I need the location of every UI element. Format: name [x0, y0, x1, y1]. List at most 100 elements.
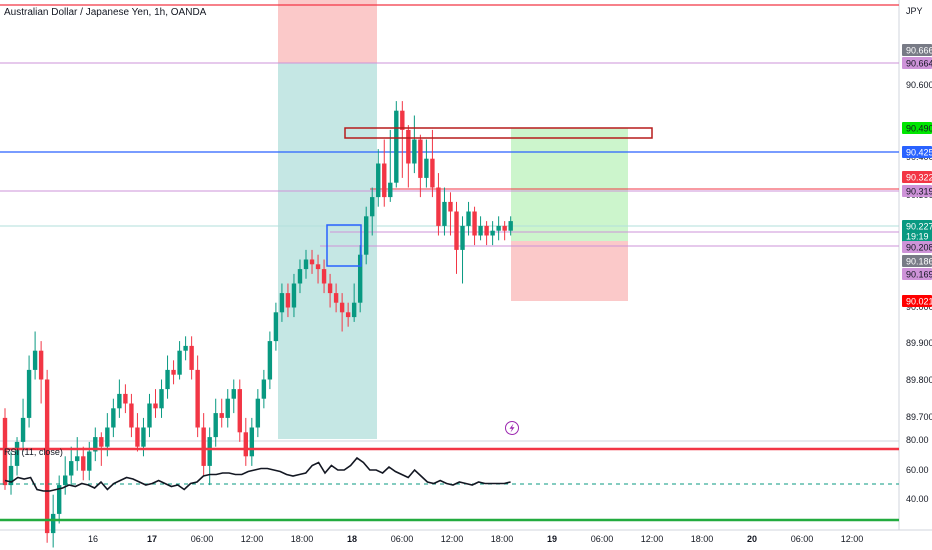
candle[interactable]	[490, 221, 495, 246]
candle[interactable]	[44, 369, 50, 543]
candle[interactable]	[273, 302, 279, 351]
candle[interactable]	[484, 221, 489, 246]
candle[interactable]	[171, 360, 176, 385]
candle[interactable]	[466, 201, 471, 236]
candle[interactable]	[14, 437, 20, 476]
candle[interactable]	[243, 417, 248, 466]
candle[interactable]	[159, 379, 164, 418]
supply-zone-box[interactable]	[344, 127, 653, 139]
candle[interactable]	[93, 427, 98, 462]
candle[interactable]	[255, 389, 261, 438]
candle[interactable]	[442, 187, 447, 236]
candle-body	[454, 211, 459, 250]
price-tag-bg	[902, 146, 932, 158]
lightning-icon[interactable]	[505, 421, 519, 435]
candle[interactable]	[219, 398, 224, 428]
candle[interactable]	[454, 201, 459, 274]
candle[interactable]	[20, 398, 26, 452]
candle[interactable]	[357, 245, 363, 313]
candle[interactable]	[123, 384, 128, 414]
candle[interactable]	[394, 101, 399, 188]
candle[interactable]	[249, 417, 255, 466]
stop-zone	[511, 241, 628, 301]
candle[interactable]	[8, 451, 14, 495]
candle[interactable]	[297, 259, 303, 294]
candle[interactable]	[147, 393, 152, 438]
candle[interactable]	[424, 139, 429, 188]
candle[interactable]	[231, 379, 236, 414]
candle[interactable]	[388, 129, 393, 202]
candle[interactable]	[225, 389, 230, 428]
candle[interactable]	[309, 249, 315, 274]
candle[interactable]	[333, 283, 339, 313]
price-tag-bg	[902, 230, 932, 242]
price-tick-label: 89.900	[906, 338, 932, 348]
price-tag: 90.169	[902, 268, 932, 280]
candle[interactable]	[364, 206, 369, 265]
candle[interactable]	[32, 331, 38, 380]
candle[interactable]	[111, 398, 116, 438]
candle[interactable]	[237, 379, 242, 442]
candle[interactable]	[339, 293, 345, 332]
candle[interactable]	[195, 355, 200, 438]
candle[interactable]	[448, 192, 453, 236]
candle[interactable]	[135, 413, 140, 452]
candle[interactable]	[201, 413, 206, 476]
candle[interactable]	[460, 216, 465, 284]
candle-body	[141, 427, 146, 447]
candle[interactable]	[400, 101, 405, 178]
candle[interactable]	[207, 427, 212, 486]
candle[interactable]	[478, 216, 483, 241]
candle[interactable]	[69, 446, 74, 486]
candle-body	[147, 403, 152, 428]
candle[interactable]	[418, 134, 423, 198]
candle-body	[177, 350, 182, 375]
candle[interactable]	[502, 221, 507, 241]
candle[interactable]	[177, 341, 182, 380]
candle[interactable]	[412, 115, 417, 174]
candle[interactable]	[406, 125, 411, 188]
candle[interactable]	[129, 393, 134, 438]
candle[interactable]	[345, 302, 351, 327]
candle[interactable]	[315, 254, 321, 284]
candle[interactable]	[496, 216, 501, 241]
candle[interactable]	[436, 173, 441, 236]
candle-body	[418, 139, 423, 178]
price-tag-label: 90.425	[906, 148, 932, 158]
candle[interactable]	[303, 249, 309, 279]
candle[interactable]	[351, 283, 357, 322]
chart-title: Australian Dollar / Japanese Yen, 1h, OA…	[4, 7, 207, 18]
candle[interactable]	[370, 187, 375, 236]
candle[interactable]	[279, 283, 285, 322]
candle[interactable]	[430, 129, 435, 198]
candle[interactable]	[26, 355, 32, 428]
candle[interactable]	[183, 336, 188, 361]
candle[interactable]	[327, 273, 333, 308]
candle-body	[243, 432, 248, 457]
candle[interactable]	[75, 437, 80, 471]
candle[interactable]	[285, 283, 291, 318]
demand-zone-box[interactable]	[326, 224, 362, 267]
candle[interactable]	[189, 336, 194, 380]
candle[interactable]	[291, 273, 297, 318]
candle[interactable]	[63, 456, 68, 495]
candle[interactable]	[267, 331, 273, 390]
candle-body	[382, 163, 387, 198]
candle[interactable]	[261, 369, 267, 409]
candle[interactable]	[38, 341, 44, 404]
price-tag: 90.208	[902, 241, 932, 253]
candle[interactable]	[165, 355, 170, 399]
price-tag-bg	[902, 241, 932, 253]
candle[interactable]	[382, 139, 387, 207]
candle[interactable]	[472, 206, 477, 246]
candle[interactable]	[81, 446, 86, 481]
candle[interactable]	[153, 389, 158, 418]
candle-body	[400, 110, 405, 130]
candle-body	[153, 403, 158, 409]
candle[interactable]	[376, 149, 381, 207]
candle[interactable]	[213, 398, 218, 447]
candle[interactable]	[508, 216, 513, 236]
candle[interactable]	[117, 379, 122, 418]
candle[interactable]	[321, 259, 327, 294]
